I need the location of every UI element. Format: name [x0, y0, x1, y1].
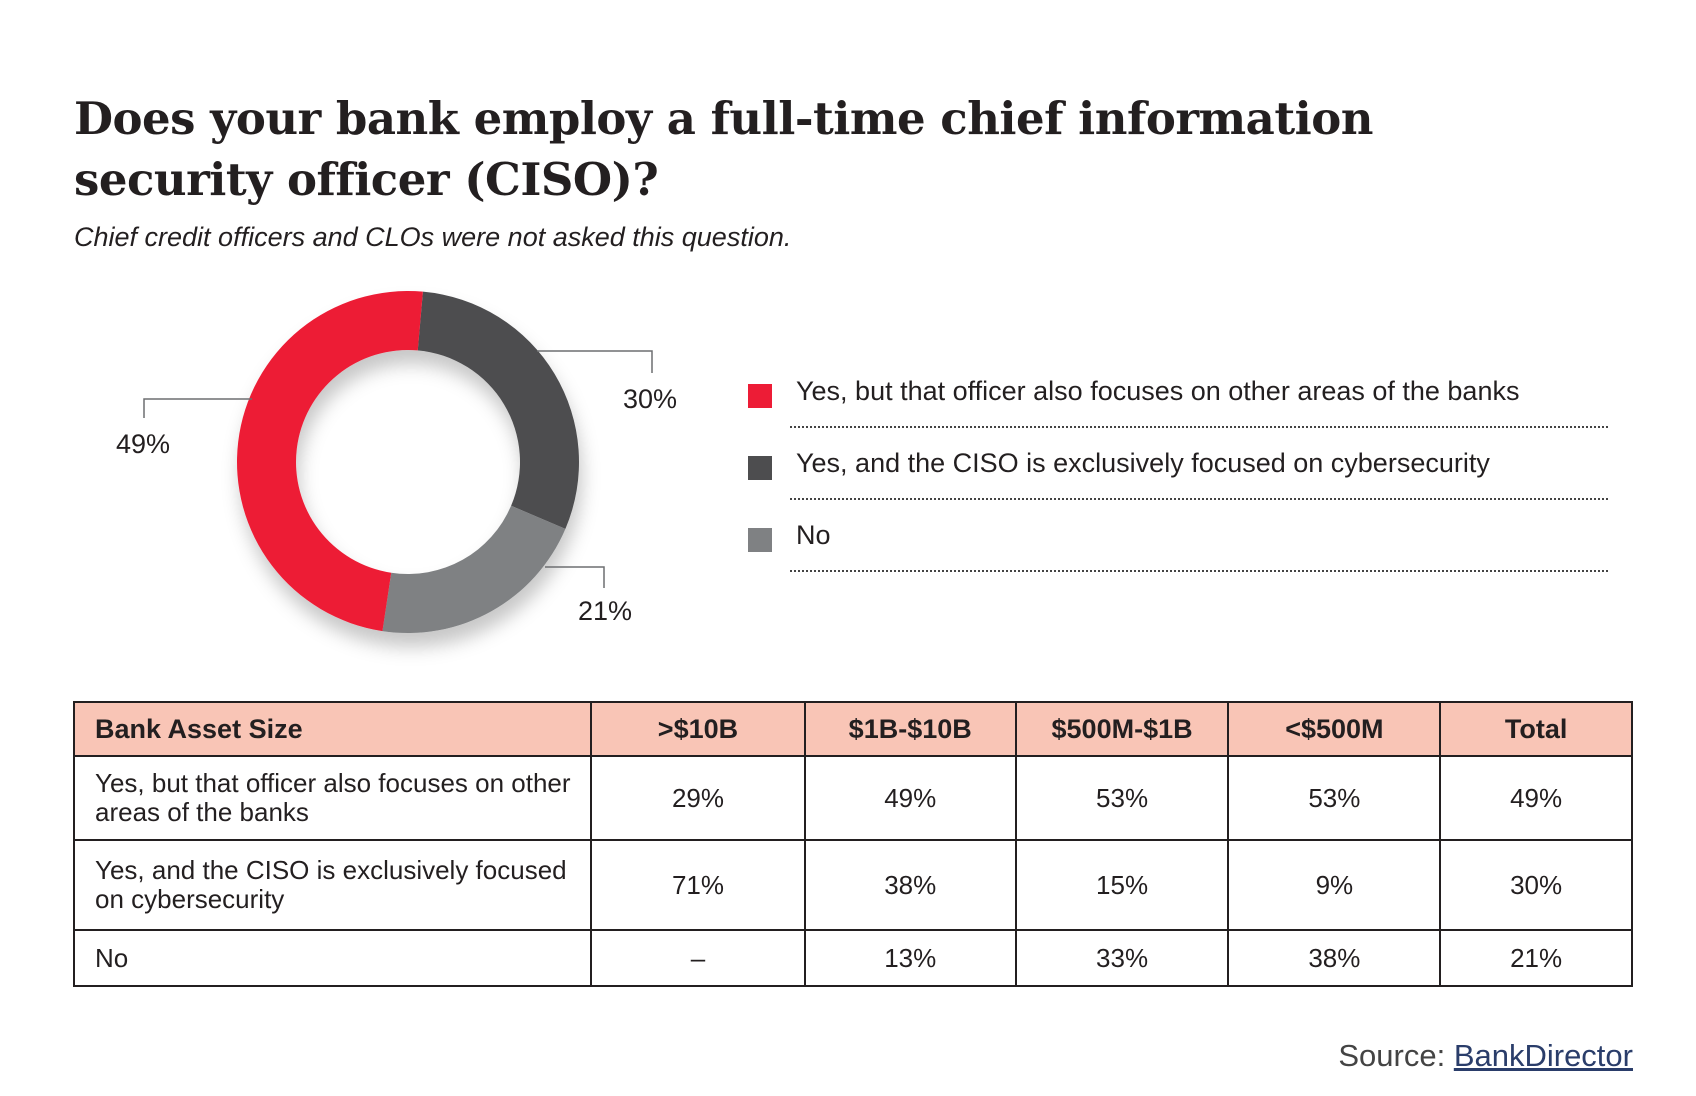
legend-divider: [790, 498, 1608, 500]
table-cell: 49%: [1439, 755, 1633, 841]
table-header: $500M-$1B: [1014, 701, 1230, 757]
table-cell: 53%: [1014, 755, 1230, 841]
table-cell: 21%: [1439, 929, 1633, 987]
legend-label: No: [796, 520, 831, 550]
source-note: Source: BankDirector: [1338, 1038, 1633, 1074]
legend: Yes, but that officer also focuses on ot…: [748, 370, 1608, 586]
leader-line: [545, 566, 605, 588]
donut-slice: [382, 505, 566, 633]
donut-slice: [236, 290, 423, 632]
table-header: Bank Asset Size: [72, 701, 593, 757]
source-link[interactable]: BankDirector: [1453, 1038, 1633, 1073]
table-header-row: Bank Asset Size >$10B $1B-$10B $500M-$1B…: [72, 701, 1633, 757]
legend-item: Yes, but that officer also focuses on ot…: [748, 370, 1608, 442]
table-cell: 33%: [1014, 929, 1230, 987]
table-cell: 15%: [1014, 839, 1230, 931]
leader-line: [143, 398, 252, 418]
asset-size-table: Bank Asset Size >$10B $1B-$10B $500M-$1B…: [72, 701, 1633, 987]
table-header: >$10B: [590, 701, 806, 757]
table-cell: 38%: [803, 839, 1017, 931]
legend-label: Yes, but that officer also focuses on ot…: [796, 376, 1520, 406]
donut-slice: [417, 291, 579, 529]
donut-value-label: 21%: [578, 596, 632, 626]
chart-title: Does your bank employ a full-time chief …: [74, 92, 1373, 206]
donut-value-label: 30%: [623, 384, 677, 414]
table-cell: 71%: [590, 839, 806, 931]
table-cell: –: [590, 929, 806, 987]
donut-value-label: 49%: [116, 429, 170, 459]
donut-chart: 49% 30% 21%: [116, 290, 677, 633]
table-header: $1B-$10B: [803, 701, 1017, 757]
legend-label: Yes, and the CISO is exclusively focused…: [796, 448, 1490, 478]
legend-divider: [790, 570, 1608, 572]
table-cell: 53%: [1227, 755, 1442, 841]
legend-swatch-yes-exclusive: [748, 456, 772, 480]
table-cell: 30%: [1439, 839, 1633, 931]
table-cell: 13%: [803, 929, 1017, 987]
source-prefix: Source:: [1338, 1038, 1454, 1073]
table-header: Total: [1439, 701, 1633, 757]
table-row: Yes, but that officer also focuses on ot…: [72, 755, 1633, 841]
table-header: <$500M: [1227, 701, 1442, 757]
row-label: Yes, but that officer also focuses on ot…: [72, 755, 593, 841]
table-cell: 38%: [1227, 929, 1442, 987]
row-label: No: [72, 929, 593, 987]
row-label: Yes, and the CISO is exclusively focused…: [72, 839, 593, 931]
legend-item: Yes, and the CISO is exclusively focused…: [748, 442, 1608, 514]
table-row: No – 13% 33% 38% 21%: [72, 929, 1633, 987]
leader-line: [537, 350, 653, 373]
legend-divider: [790, 426, 1608, 428]
legend-swatch-no: [748, 528, 772, 552]
chart-subtitle: Chief credit officers and CLOs were not …: [74, 222, 792, 252]
table-cell: 49%: [803, 755, 1017, 841]
legend-swatch-yes-other: [748, 384, 772, 408]
legend-item: No: [748, 514, 1608, 586]
table-cell: 9%: [1227, 839, 1442, 931]
donut-ring: [236, 290, 579, 633]
table-cell: 29%: [590, 755, 806, 841]
table-row: Yes, and the CISO is exclusively focused…: [72, 839, 1633, 931]
